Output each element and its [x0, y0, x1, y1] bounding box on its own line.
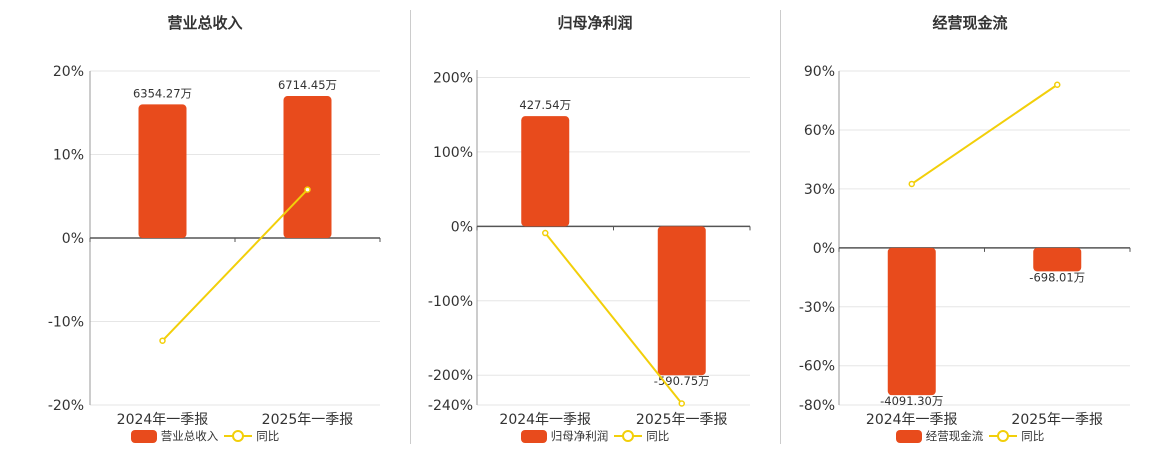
legend-item-bar[interactable]: 营业总收入 [130, 428, 219, 444]
x-tick-label: 2024年一季报 [499, 412, 591, 428]
yoy-point [678, 400, 685, 407]
chart-title: 归母净利润 [557, 14, 633, 32]
y-tick-label: -200% [428, 368, 473, 384]
panel-net-profit: 归母净利润 200% 100% 0% -100% -200% -240% 2024年一季报 2… [410, 0, 780, 450]
legend-line-swatch [224, 430, 253, 442]
panel-divider [410, 10, 411, 444]
panel-divider [780, 10, 781, 444]
y-tick-label: 20% [53, 64, 84, 80]
legend-item-line[interactable]: 同比 [989, 428, 1044, 444]
bar [657, 226, 706, 376]
legend-label: 经营现金流 [925, 429, 984, 443]
bar [521, 116, 570, 227]
data-label: -590.75万 [654, 374, 710, 388]
y-tick-label: 10% [53, 148, 84, 164]
yoy-point [908, 180, 915, 188]
y-tick-label: -10% [48, 315, 84, 331]
data-label: 6354.27万 [133, 86, 192, 100]
revenue-chart: 20% 10% 0% -10% -20% 2024年一季报 2025年一季报 6354.27万… [48, 64, 381, 428]
data-label: 427.54万 [519, 98, 571, 112]
y-tick-label: 0% [62, 231, 84, 247]
y-tick-label: -20% [48, 398, 84, 414]
y-tick-label: 30% [804, 182, 835, 198]
bar [138, 104, 187, 239]
legend-line-swatch [989, 430, 1018, 442]
x-tick-label: 2025年一季报 [636, 412, 728, 428]
x-tick-label: 2024年一季报 [117, 412, 209, 428]
y-tick-label: -30% [799, 300, 835, 316]
bar [887, 247, 936, 396]
legend-item-line[interactable]: 同比 [224, 428, 279, 444]
legend-item-line[interactable]: 同比 [614, 428, 669, 444]
data-label: 6714.45万 [278, 78, 337, 92]
y-tick-label: 60% [804, 123, 835, 139]
yoy-point [1054, 81, 1061, 89]
legend-item-bar[interactable]: 经营现金流 [895, 428, 984, 444]
yoy-point [159, 337, 166, 344]
legend-bar-swatch [895, 429, 922, 443]
legend-bar-swatch [130, 429, 157, 443]
yoy-line [544, 232, 683, 405]
y-tick-label: 200% [433, 70, 473, 86]
chart-title: 经营现金流 [932, 14, 1008, 32]
cash-flow-chart: 90% 60% 30% 0% -30% -60% -80% 2024年一季报 2025年一季报 -… [799, 64, 1131, 428]
x-tick-label: 2025年一季报 [262, 412, 354, 428]
y-tick-label: 100% [433, 145, 473, 161]
yoy-point [542, 229, 549, 237]
yoy-line [161, 188, 309, 342]
panel-revenue: 营业总收入 20% 10% 0% -10% -20% 2024年一季报 2025年一季报 63… [0, 0, 410, 450]
y-tick-label: -240% [428, 398, 473, 414]
y-tick-label: 0% [451, 219, 473, 235]
panel-cash-flow: 经营现金流 90% 60% 30% 0% -30% -60% -80% 2024年一季报 202… [780, 0, 1160, 450]
legend-item-bar[interactable]: 归母净利润 [520, 428, 609, 444]
legend-line-swatch [614, 430, 643, 442]
y-tick-label: 90% [804, 64, 835, 80]
legend: 营业总收入 同比 [0, 428, 410, 444]
data-label: -698.01万 [1029, 270, 1085, 284]
yoy-line [911, 83, 1058, 185]
y-tick-label: 0% [813, 241, 835, 257]
chart-title: 营业总收入 [167, 14, 243, 32]
legend-label: 同比 [646, 429, 670, 443]
y-tick-label: -80% [799, 398, 835, 414]
net-profit-chart: 200% 100% 0% -100% -200% -240% 2024年一季报 2025年一季… [428, 70, 751, 428]
legend: 经营现金流 同比 [780, 428, 1160, 444]
legend-label: 归母净利润 [550, 429, 609, 443]
x-tick-label: 2025年一季报 [1011, 412, 1103, 428]
legend-label: 同比 [256, 429, 280, 443]
bar [1033, 247, 1082, 272]
legend-bar-swatch [520, 429, 547, 443]
x-tick-label: 2024年一季报 [866, 412, 958, 428]
data-label: -4091.30万 [880, 394, 943, 408]
y-tick-label: -60% [799, 359, 835, 375]
yoy-point [304, 186, 311, 193]
legend: 归母净利润 同比 [410, 428, 780, 444]
y-tick-label: -100% [428, 294, 473, 310]
bar [283, 96, 332, 238]
legend-label: 同比 [1021, 429, 1045, 443]
legend-label: 营业总收入 [160, 429, 219, 443]
